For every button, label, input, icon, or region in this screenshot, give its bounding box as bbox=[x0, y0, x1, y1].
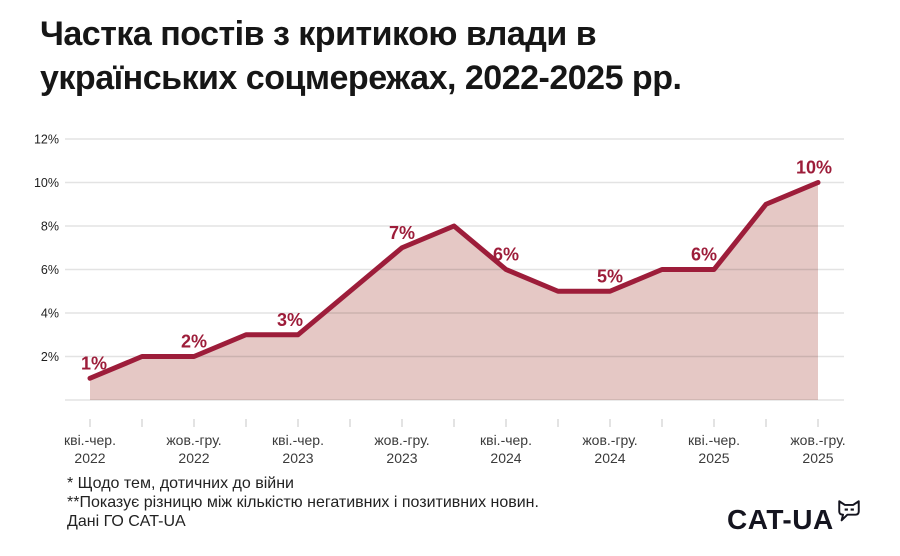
data-point-label: 5% bbox=[597, 266, 623, 286]
data-point-label: 3% bbox=[277, 310, 303, 330]
footnote-line-3: Дані ГО CAT-UA bbox=[67, 513, 186, 530]
y-axis-label: 10% bbox=[34, 176, 59, 190]
y-axis-label: 12% bbox=[34, 133, 59, 147]
x-axis-label-period: кві.-чер. bbox=[64, 432, 116, 448]
y-axis-label: 4% bbox=[41, 307, 59, 321]
x-axis-label-year: 2025 bbox=[802, 450, 833, 466]
page-title-line-1: Частка постів з критикою влади в bbox=[40, 15, 597, 53]
x-axis-label-period: кві.-чер. bbox=[480, 432, 532, 448]
data-point-label: 6% bbox=[691, 245, 717, 265]
x-axis-label-year: 2022 bbox=[178, 450, 209, 466]
x-axis-label-year: 2024 bbox=[594, 450, 625, 466]
x-axis-label-year: 2025 bbox=[698, 450, 729, 466]
x-axis-label-year: 2024 bbox=[490, 450, 521, 466]
footnote-line-2: **Показує різницю між кількістю негативн… bbox=[67, 494, 539, 511]
cat-speech-bubble-icon bbox=[836, 498, 862, 529]
area-fill bbox=[90, 182, 818, 400]
x-axis-label-year: 2023 bbox=[282, 450, 313, 466]
x-axis-label-period: жов.-гру. bbox=[374, 432, 429, 448]
page-title: Частка постів з критикою влади в українс… bbox=[40, 12, 682, 100]
logo: CAT-UA bbox=[727, 498, 862, 538]
trend-line bbox=[87, 180, 821, 381]
x-axis-label-period: жов.-гру. bbox=[582, 432, 637, 448]
y-axis-label: 8% bbox=[41, 220, 59, 234]
x-axis-label-period: кві.-чер. bbox=[688, 432, 740, 448]
y-axis-label: 2% bbox=[41, 350, 59, 364]
x-axis-label-period: кві.-чер. bbox=[272, 432, 324, 448]
data-point-label: 7% bbox=[389, 223, 415, 243]
footnote-line-1: * Щодо тем, дотичних до війни bbox=[67, 475, 294, 492]
logo-text: CAT-UA bbox=[727, 504, 834, 535]
x-axis-label-year: 2023 bbox=[386, 450, 417, 466]
data-point-label: 1% bbox=[81, 353, 107, 373]
data-point-label: 2% bbox=[181, 332, 207, 352]
footnotes: * Щодо тем, дотичних до війни **Показує … bbox=[67, 474, 539, 531]
x-axis-label-year: 2022 bbox=[74, 450, 105, 466]
y-axis-label: 6% bbox=[41, 263, 59, 277]
page-title-line-2: українських соцмережах, 2022-2025 рр. bbox=[40, 59, 682, 97]
x-axis-label-period: жов.-гру. bbox=[790, 432, 845, 448]
area-chart: 2% 4% 6% 8% 10% 12% кві.-чер. 2022 жов.-гру. 2022… bbox=[34, 133, 846, 467]
data-point-label: 6% bbox=[493, 245, 519, 265]
data-point-label: 10% bbox=[796, 158, 832, 178]
x-axis-label-period: жов.-гру. bbox=[166, 432, 221, 448]
